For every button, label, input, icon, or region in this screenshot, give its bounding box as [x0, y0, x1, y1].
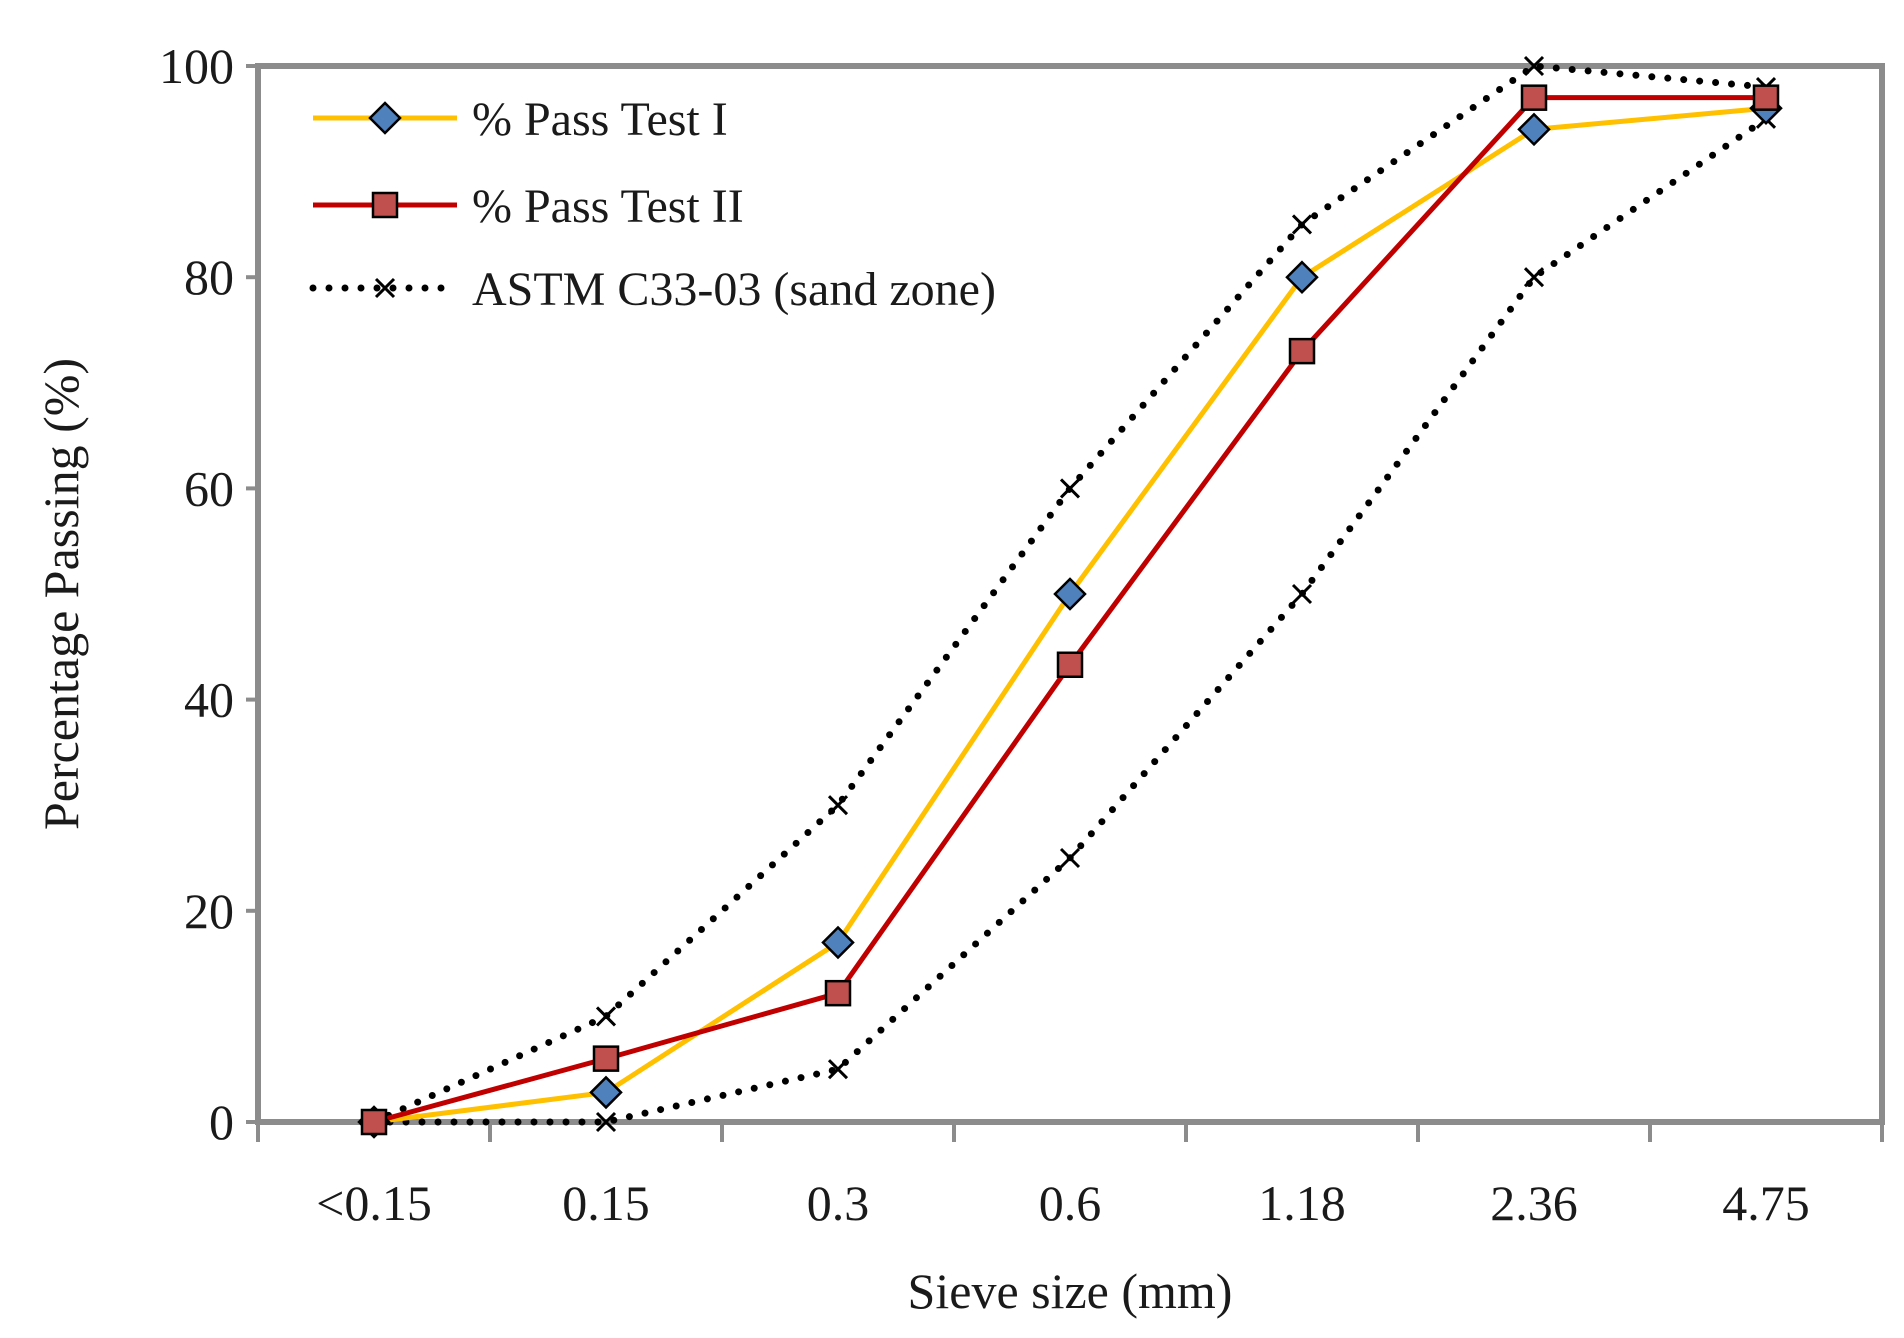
y-tick-label: 80: [184, 249, 234, 305]
x-tick-label: 0.6: [1039, 1175, 1102, 1231]
test-2-point: [1520, 84, 1548, 111]
astm-upper-point: [1523, 55, 1545, 77]
legend-test-2-marker: [371, 191, 399, 219]
astm-lower-point: [1291, 583, 1313, 605]
test-2-point: [592, 1045, 620, 1072]
series-test-1-line: [373, 105, 1767, 1125]
x-tick-label: 2.36: [1490, 1175, 1578, 1231]
x-tick-label: 0.15: [562, 1175, 650, 1231]
test-2-point: [1288, 337, 1316, 365]
test-2-point: [824, 979, 852, 1007]
y-tick-label: 40: [184, 672, 234, 728]
legend-astm-label: ASTM C33-03 (sand zone): [472, 263, 996, 316]
x-tick-label: 4.75: [1722, 1175, 1810, 1231]
plot-frame: [255, 63, 1885, 1125]
y-tick-label: 100: [159, 38, 234, 94]
x-axis-label: Sieve size (mm): [908, 1263, 1233, 1319]
y-tick-label: 60: [184, 460, 234, 516]
astm-upper-point: [595, 1006, 617, 1027]
astm-upper-point: [827, 795, 849, 816]
x-tick-label: <0.15: [316, 1175, 432, 1231]
legend-test-1-marker: [368, 101, 402, 135]
test-2-point: [360, 1108, 388, 1136]
legend-astm-marker: [374, 277, 396, 299]
test-1-point: [1053, 577, 1087, 611]
x-tick-label: 0.3: [807, 1175, 870, 1231]
astm-lower-point: [595, 1111, 617, 1133]
y-tick-label: 20: [184, 883, 234, 939]
test-2-point: [1056, 651, 1084, 679]
astm-lower-point: [1523, 267, 1545, 288]
test-1-point: [589, 1075, 623, 1110]
test-1-point: [1285, 260, 1319, 294]
test-1-point: [1517, 112, 1551, 147]
astm-lower-point: [1059, 847, 1081, 869]
astm-upper-point: [1059, 478, 1081, 499]
legend-test-2-label: % Pass Test II: [472, 180, 744, 233]
y-tick-label: 0: [209, 1094, 234, 1150]
astm-upper-point: [1291, 214, 1313, 235]
legend-test-1-label: % Pass Test I: [472, 93, 728, 146]
test-2-point: [1752, 84, 1780, 111]
test-1-point: [821, 925, 855, 960]
astm-lower-point: [827, 1059, 849, 1080]
y-axis-label: Percentage Passing (%): [33, 358, 89, 830]
x-tick-label: 1.18: [1258, 1175, 1346, 1231]
